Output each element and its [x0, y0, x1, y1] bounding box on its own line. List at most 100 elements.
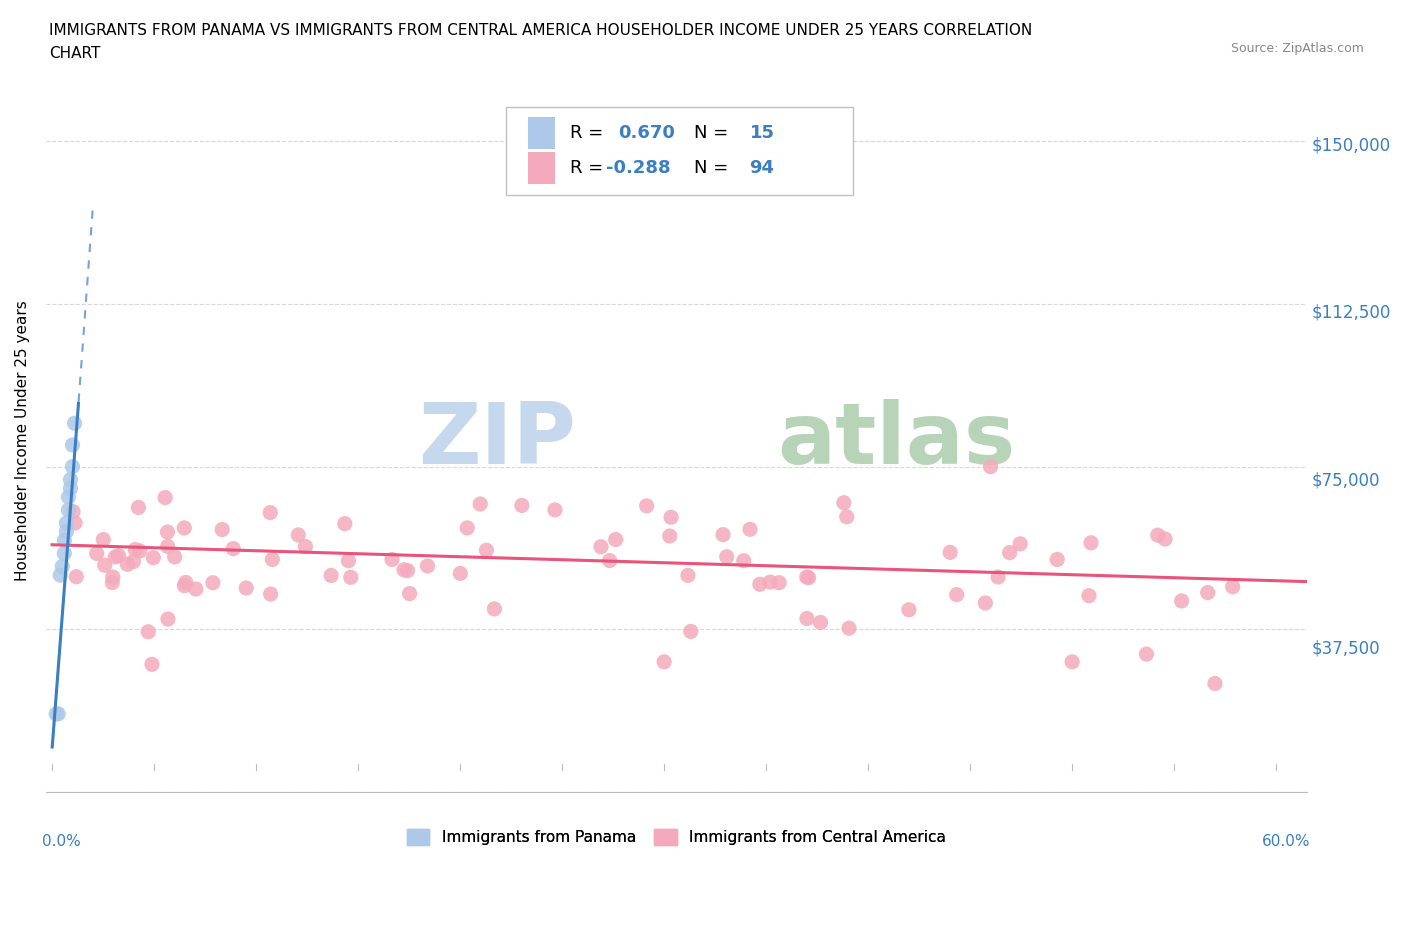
Point [832, 496, 855, 511]
Point [153, 490, 176, 505]
Point [676, 568, 699, 583]
Text: -0.288: -0.288 [606, 159, 671, 177]
Point [101, 575, 124, 590]
Point [51, 559, 73, 574]
Point [939, 545, 962, 560]
Point [222, 541, 245, 556]
Text: IMMIGRANTS FROM PANAMA VS IMMIGRANTS FROM CENTRAL AMERICA HOUSEHOLDER INCOME UND: IMMIGRANTS FROM PANAMA VS IMMIGRANTS FRO… [49, 23, 1032, 38]
Point [58, 502, 80, 517]
Point [259, 505, 281, 520]
Text: Source: ZipAtlas.com: Source: ZipAtlas.com [1230, 42, 1364, 55]
FancyBboxPatch shape [527, 153, 555, 184]
Point [392, 563, 415, 578]
Point [1204, 676, 1226, 691]
Point [59, 481, 82, 496]
Point [55, 515, 77, 530]
Point [62, 504, 84, 519]
Point [897, 603, 920, 618]
Point [94, 558, 117, 573]
Point [122, 554, 145, 569]
Point [456, 521, 478, 536]
Point [1080, 536, 1102, 551]
Point [1077, 588, 1099, 603]
Text: 0.0%: 0.0% [42, 834, 82, 849]
Point [101, 569, 124, 584]
Point [974, 595, 997, 610]
Point [156, 525, 179, 539]
Point [86, 546, 108, 561]
Point [63, 416, 86, 431]
Legend: Immigrants from Panama, Immigrants from Central America: Immigrants from Panama, Immigrants from … [401, 823, 952, 851]
Point [127, 500, 149, 515]
FancyBboxPatch shape [506, 107, 853, 194]
Point [768, 575, 790, 590]
Point [396, 564, 419, 578]
Point [1170, 593, 1192, 608]
Point [510, 498, 533, 512]
Point [141, 657, 163, 671]
Point [1197, 585, 1219, 600]
Point [339, 570, 361, 585]
Point [53, 546, 76, 561]
Point [45, 707, 67, 722]
Point [1154, 532, 1177, 547]
Point [1222, 579, 1244, 594]
Point [173, 521, 195, 536]
Point [711, 527, 734, 542]
Point [58, 489, 80, 504]
Text: CHART: CHART [49, 46, 101, 61]
Point [1010, 537, 1032, 551]
Text: N =: N = [695, 124, 728, 142]
Point [796, 611, 818, 626]
Point [998, 545, 1021, 560]
Point [980, 459, 1002, 474]
Point [599, 553, 621, 568]
Point [679, 624, 702, 639]
Point [136, 624, 159, 639]
Point [49, 567, 72, 582]
Point [1046, 552, 1069, 567]
Point [652, 655, 675, 670]
Point [174, 575, 197, 590]
Point [46, 707, 69, 722]
Point [1135, 646, 1157, 661]
FancyBboxPatch shape [527, 117, 555, 149]
Point [262, 552, 284, 567]
Point [107, 548, 129, 563]
Point [173, 578, 195, 593]
Point [796, 569, 818, 584]
Point [163, 550, 186, 565]
Point [416, 559, 439, 574]
Text: R =: R = [571, 124, 603, 142]
Point [733, 553, 755, 568]
Text: atlas: atlas [778, 399, 1015, 482]
Point [62, 459, 84, 474]
Point [259, 587, 281, 602]
Point [53, 533, 76, 548]
Point [104, 550, 127, 565]
Point [398, 586, 420, 601]
Text: 15: 15 [749, 124, 775, 142]
Point [987, 569, 1010, 584]
Point [470, 497, 492, 512]
Point [142, 551, 165, 565]
Point [1062, 655, 1084, 670]
Point [835, 510, 858, 525]
Point [201, 576, 224, 591]
Point [659, 510, 682, 525]
Point [475, 543, 498, 558]
Point [945, 587, 967, 602]
Point [65, 569, 87, 584]
Point [797, 570, 820, 585]
Point [319, 568, 342, 583]
Point [117, 557, 139, 572]
Point [184, 581, 207, 596]
Text: ZIP: ZIP [418, 399, 575, 482]
Point [91, 532, 114, 547]
Point [544, 502, 567, 517]
Point [449, 566, 471, 581]
Point [235, 580, 257, 595]
Point [128, 543, 150, 558]
Text: 60.0%: 60.0% [1263, 834, 1310, 849]
Point [156, 539, 179, 554]
